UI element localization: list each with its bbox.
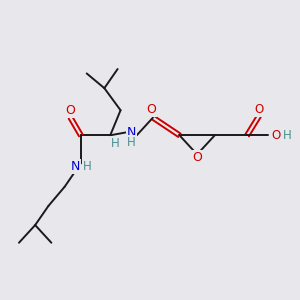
Text: O: O bbox=[146, 103, 156, 116]
Text: N: N bbox=[127, 126, 136, 139]
Text: H: H bbox=[111, 137, 120, 150]
Text: O: O bbox=[66, 104, 75, 117]
Text: H: H bbox=[127, 136, 136, 149]
Text: H: H bbox=[83, 160, 92, 173]
Text: O: O bbox=[192, 152, 202, 164]
Text: O: O bbox=[254, 103, 264, 116]
Text: N: N bbox=[71, 160, 80, 173]
Text: O: O bbox=[271, 129, 280, 142]
Text: H: H bbox=[283, 129, 291, 142]
